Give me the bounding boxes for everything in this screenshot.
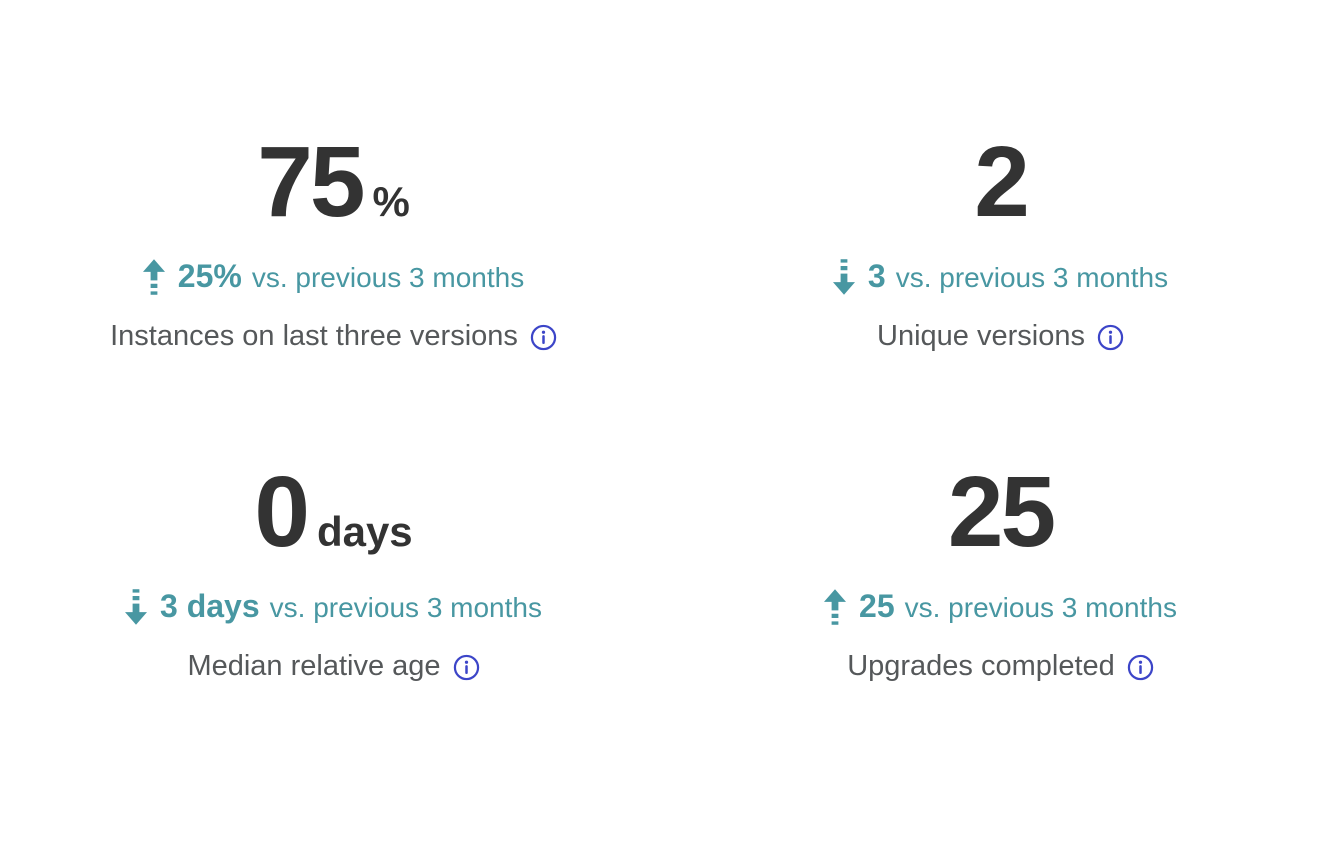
info-icon[interactable] (453, 654, 480, 681)
metric-trend: 3 vs. previous 3 months (832, 257, 1169, 296)
metric-trend: 25 vs. previous 3 months (824, 588, 1177, 626)
metric-label-row: Unique versions (877, 320, 1124, 353)
metric-card-upgrades-completed: 25 25 vs. previous 3 months Upgrades com… (667, 407, 1334, 737)
metric-card-unique-versions: 2 3 vs. previous 3 months Unique version… (667, 77, 1334, 407)
metric-value-number: 0 (254, 455, 310, 568)
metric-label-row: Median relative age (187, 650, 479, 683)
metric-value-number: 2 (974, 125, 1030, 238)
info-icon[interactable] (1127, 654, 1154, 681)
metric-label: Median relative age (187, 649, 441, 682)
metric-value: 2 (974, 125, 1030, 238)
metrics-grid: 75 % 25% vs. previous 3 months Instances… (0, 77, 1334, 737)
metric-value: 75 % (257, 132, 410, 232)
trend-up-icon (142, 258, 165, 296)
metric-trend-value: 25% (177, 257, 242, 294)
metric-value: 0 days (254, 462, 412, 562)
metric-label: Instances on last three versions (110, 319, 518, 352)
metric-trend: 3 days vs. previous 3 months (125, 588, 542, 626)
metric-trend-value: 3 days (160, 587, 260, 624)
metric-trend-value: 3 (867, 257, 886, 294)
info-icon[interactable] (1097, 324, 1124, 351)
info-icon[interactable] (530, 324, 557, 351)
metric-value-suffix: days (316, 507, 413, 555)
trend-up-icon (824, 588, 847, 626)
metric-label-row: Instances on last three versions (110, 320, 557, 353)
metric-trend: 25% vs. previous 3 months (142, 257, 525, 296)
metric-card-instances-on-last-three-versions: 75 % 25% vs. previous 3 months Instances… (0, 77, 667, 407)
metric-trend-text: vs. previous 3 months (895, 261, 1169, 293)
metric-value-number: 75 (257, 125, 365, 238)
metric-trend-value: 25 (859, 587, 895, 624)
metric-label-row: Upgrades completed (847, 650, 1154, 683)
metric-value: 25 (947, 455, 1056, 568)
metric-label: Unique versions (877, 319, 1085, 352)
metric-trend-text: vs. previous 3 months (251, 261, 525, 293)
metric-label: Upgrades completed (847, 649, 1115, 682)
metric-trend-text: vs. previous 3 months (269, 591, 542, 623)
metric-trend-text: vs. previous 3 months (904, 591, 1177, 623)
metric-card-median-relative-age: 0 days 3 days vs. previous 3 months Medi… (0, 407, 667, 737)
trend-down-icon (832, 258, 855, 296)
metric-value-number: 25 (947, 455, 1056, 568)
metric-value-suffix: % (372, 177, 410, 225)
trend-down-icon (125, 588, 148, 626)
